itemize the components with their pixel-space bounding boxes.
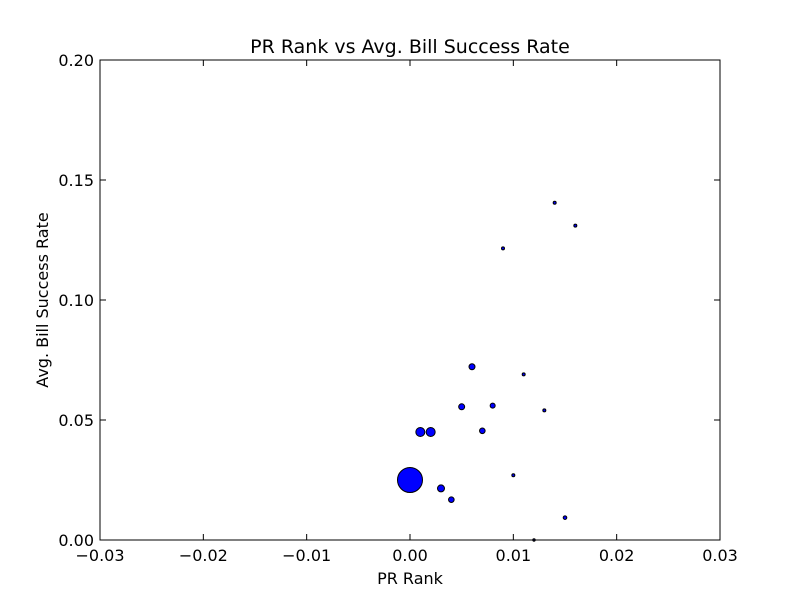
x-tick-label: 0.02 [599,546,635,565]
y-tick-label: 0.05 [58,411,94,430]
axis-ticks: −0.03 −0.02 −0.01 0.00 0.01 0.02 0.03 0.00 0.05 0… [58,51,737,565]
chart-title: PR Rank vs Avg. Bill Success Rate [250,36,570,58]
x-tick-label: −0.02 [179,546,228,565]
plot-frame [99,59,721,541]
scatter-point [489,402,496,409]
scatter-point [562,515,568,520]
scatter-point [511,473,516,478]
y-tick-label: 0.20 [58,51,94,70]
scatter-point [458,403,466,411]
x-tick-label: −0.01 [282,546,331,565]
scatter-point [415,427,426,437]
y-tick-label: 0.10 [58,291,94,310]
scatter-point [397,467,423,493]
y-tick-label: 0.00 [58,531,94,550]
scatter-point [437,484,445,493]
scatter-point [448,496,455,503]
x-tick-label: 0.00 [392,546,428,565]
scatter-point [542,408,547,413]
data-points [397,200,578,542]
x-axis-label: PR Rank [377,569,444,588]
scatter-point [501,246,505,251]
scatter-point [468,363,476,371]
scatter-point [425,427,436,437]
x-tick-label: 0.03 [702,546,738,565]
y-tick-label: 0.15 [58,171,94,190]
scatter-point [479,427,486,435]
plot-area [100,60,720,540]
scatter-point [552,200,557,205]
x-tick-label: −0.03 [75,546,124,565]
y-axis-label: Avg. Bill Success Rate [33,212,52,387]
x-tick-label: 0.01 [496,546,532,565]
scatter-point [573,223,578,228]
scatter-point [521,372,526,377]
